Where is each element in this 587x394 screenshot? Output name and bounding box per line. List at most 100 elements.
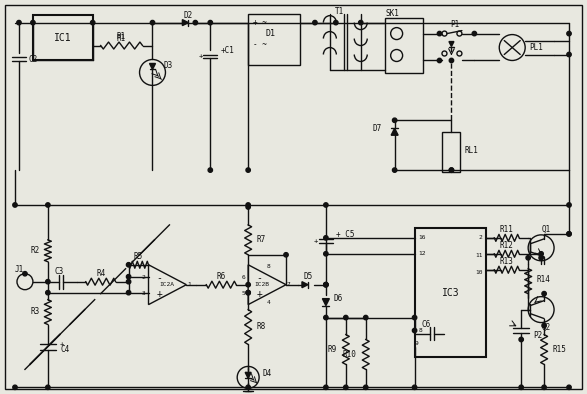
Text: 2: 2 [142,275,146,280]
Circle shape [363,315,368,320]
Text: 8: 8 [419,328,422,333]
Circle shape [46,290,50,295]
Polygon shape [322,299,329,306]
Circle shape [542,323,546,328]
Text: R8: R8 [256,322,265,331]
Circle shape [519,385,524,390]
Circle shape [126,275,131,279]
Polygon shape [150,63,156,69]
Circle shape [323,282,328,287]
Circle shape [323,252,328,256]
Circle shape [323,282,328,287]
Circle shape [359,20,363,25]
Text: R14: R14 [536,275,550,284]
Circle shape [126,290,131,295]
Text: J1: J1 [15,265,24,274]
Circle shape [246,282,250,287]
Text: 4: 4 [266,300,270,305]
Circle shape [126,262,131,267]
Circle shape [46,385,50,390]
Circle shape [23,271,27,276]
Text: C3: C3 [54,267,63,276]
Polygon shape [245,372,251,378]
Polygon shape [302,282,308,288]
Text: 16: 16 [419,235,426,240]
Text: -: - [157,273,163,283]
Circle shape [567,385,571,390]
Circle shape [31,20,35,25]
Text: IC2B: IC2B [255,282,269,287]
Text: 5: 5 [241,291,245,296]
Text: 7: 7 [287,282,291,287]
Circle shape [246,168,250,172]
Circle shape [323,315,328,320]
Text: R13: R13 [500,257,513,266]
Circle shape [246,290,250,295]
Text: D5: D5 [303,272,312,281]
Circle shape [449,58,454,63]
Bar [443,132,460,172]
Text: Q1: Q1 [541,225,551,234]
Text: +: + [256,289,262,299]
Text: R1: R1 [117,32,126,41]
Circle shape [413,385,417,390]
Text: -: - [256,273,262,283]
Circle shape [567,232,571,236]
Text: Q2: Q2 [541,323,551,332]
Text: R10: R10 [343,350,357,359]
Text: D6: D6 [334,294,343,303]
Circle shape [150,20,155,25]
Text: SK1: SK1 [386,9,400,18]
Text: P2: P2 [533,331,542,340]
Circle shape [17,20,21,25]
Text: +C1: +C1 [220,46,234,55]
Text: 10: 10 [475,270,483,275]
Circle shape [393,118,397,123]
Circle shape [246,203,250,207]
Circle shape [246,205,250,209]
Text: 8: 8 [266,264,270,269]
Text: D3: D3 [163,61,173,70]
Circle shape [343,315,348,320]
Text: D7: D7 [372,124,382,133]
Circle shape [323,236,328,240]
Text: D2: D2 [184,11,193,20]
Text: 1: 1 [187,282,191,287]
Text: 2: 2 [478,235,483,240]
Text: D4: D4 [262,369,271,378]
Text: +: + [314,238,318,244]
Circle shape [449,168,454,172]
Text: IC3: IC3 [441,288,459,297]
Circle shape [246,290,250,295]
Text: R11: R11 [500,225,513,234]
Polygon shape [183,20,188,26]
Bar [414,228,486,357]
Circle shape [284,253,288,257]
Circle shape [567,203,571,207]
Text: R2: R2 [31,246,40,255]
Text: P1: P1 [450,20,459,29]
Circle shape [567,232,571,236]
Circle shape [333,20,338,25]
Circle shape [13,385,17,390]
Circle shape [449,168,454,172]
Circle shape [437,58,441,63]
Text: R1: R1 [117,34,126,43]
Text: RL1: RL1 [464,146,478,155]
Text: D1: D1 [265,29,275,38]
Text: IC1: IC1 [54,33,72,43]
Text: 9: 9 [415,341,419,346]
Circle shape [542,385,546,390]
Text: IC2A: IC2A [159,282,174,287]
Circle shape [567,52,571,57]
Circle shape [413,315,417,320]
Circle shape [539,252,544,256]
Text: C4: C4 [61,345,70,354]
Circle shape [46,203,50,207]
Circle shape [413,328,417,333]
Text: C2: C2 [29,55,38,64]
Text: R15: R15 [552,345,566,354]
Circle shape [539,256,544,260]
Circle shape [13,203,17,207]
Circle shape [126,279,131,284]
